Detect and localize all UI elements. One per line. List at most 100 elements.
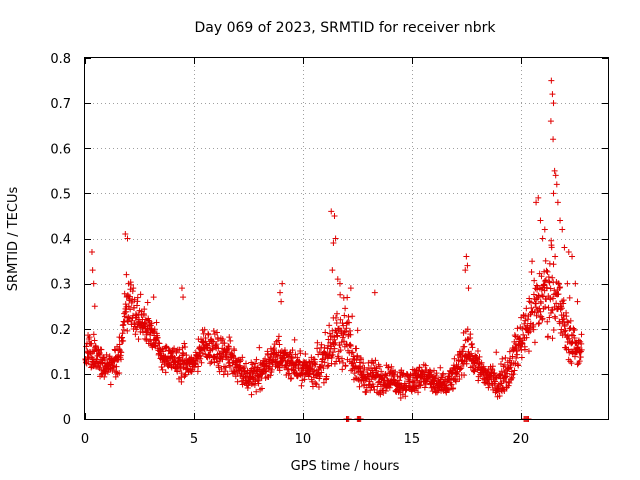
data-point bbox=[417, 382, 424, 389]
data-point bbox=[550, 190, 557, 197]
y-tick-label: 0.1 bbox=[50, 368, 71, 383]
data-point bbox=[493, 349, 500, 356]
data-point bbox=[144, 299, 151, 306]
data-point bbox=[234, 378, 241, 385]
data-point bbox=[353, 357, 360, 364]
data-point bbox=[538, 273, 545, 280]
data-point bbox=[552, 315, 559, 322]
data-point bbox=[324, 363, 331, 370]
data-point bbox=[297, 350, 304, 357]
data-point bbox=[179, 349, 186, 356]
data-point bbox=[531, 339, 538, 346]
data-point bbox=[277, 289, 284, 296]
data-point bbox=[279, 280, 286, 287]
data-point bbox=[159, 366, 166, 373]
data-point bbox=[116, 370, 123, 377]
data-point bbox=[571, 335, 578, 342]
data-point bbox=[522, 317, 529, 324]
data-point bbox=[176, 346, 183, 353]
data-point bbox=[463, 253, 470, 260]
data-point bbox=[550, 136, 557, 143]
data-point bbox=[535, 194, 542, 201]
data-point bbox=[330, 349, 337, 356]
data-point bbox=[475, 377, 482, 384]
data-point bbox=[513, 354, 520, 361]
y-tick-label: 0.7 bbox=[50, 97, 71, 112]
data-point bbox=[337, 316, 344, 323]
data-point bbox=[125, 280, 132, 287]
data-point bbox=[468, 340, 475, 347]
data-point bbox=[275, 333, 282, 340]
data-point bbox=[341, 312, 348, 319]
data-point bbox=[153, 319, 160, 326]
data-point bbox=[345, 313, 352, 320]
data-point bbox=[509, 353, 516, 360]
data-point bbox=[329, 267, 336, 274]
data-point bbox=[344, 294, 351, 301]
y-axis-label: SRMTID / TECUs bbox=[6, 187, 21, 292]
data-point bbox=[320, 365, 327, 372]
data-point bbox=[317, 373, 324, 380]
data-point bbox=[226, 334, 233, 341]
data-point bbox=[549, 335, 556, 342]
y-tick-labels: 0 0.1 0.2 0.3 0.4 0.5 0.6 0.7 0.8 bbox=[50, 52, 71, 428]
x-tick-label: 5 bbox=[190, 432, 198, 447]
data-point bbox=[520, 331, 527, 338]
data-point bbox=[543, 267, 550, 274]
data-point bbox=[258, 385, 265, 392]
data-point bbox=[231, 347, 238, 354]
data-point bbox=[330, 240, 337, 247]
data-point bbox=[253, 388, 260, 395]
data-point bbox=[214, 358, 221, 365]
data-point bbox=[309, 378, 316, 385]
data-point bbox=[145, 317, 152, 324]
y-tick-label: 0.8 bbox=[50, 52, 71, 67]
data-point bbox=[256, 344, 263, 351]
data-point bbox=[556, 284, 563, 291]
data-point bbox=[544, 318, 551, 325]
data-point bbox=[547, 285, 554, 292]
data-point bbox=[182, 343, 189, 350]
data-point bbox=[113, 363, 120, 370]
data-point bbox=[352, 375, 359, 382]
data-point bbox=[147, 330, 154, 337]
data-point bbox=[180, 294, 187, 301]
data-point bbox=[248, 391, 255, 398]
data-point bbox=[551, 313, 558, 320]
data-point bbox=[433, 370, 440, 377]
data-point bbox=[92, 343, 99, 350]
data-point bbox=[568, 331, 575, 338]
data-point bbox=[545, 304, 552, 311]
data-point bbox=[351, 370, 358, 377]
data-point bbox=[162, 369, 169, 376]
data-point bbox=[360, 360, 367, 367]
data-point bbox=[315, 383, 322, 390]
data-point bbox=[286, 370, 293, 377]
data-point bbox=[518, 341, 525, 348]
data-point bbox=[208, 358, 215, 365]
x-tick-labels: 0 5 10 15 20 bbox=[81, 432, 529, 447]
data-point bbox=[523, 334, 530, 341]
data-point bbox=[453, 370, 460, 377]
data-point bbox=[439, 371, 446, 378]
data-point bbox=[335, 355, 342, 362]
data-point bbox=[492, 378, 499, 385]
data-point bbox=[457, 365, 464, 372]
data-point bbox=[542, 277, 549, 284]
data-point bbox=[503, 373, 510, 380]
data-point bbox=[501, 362, 508, 369]
data-point bbox=[569, 338, 576, 345]
data-point bbox=[421, 384, 428, 391]
data-point bbox=[291, 336, 298, 343]
data-point bbox=[203, 341, 210, 348]
data-point bbox=[124, 235, 131, 242]
y-tick-label: 0.6 bbox=[50, 142, 71, 157]
data-point bbox=[337, 291, 344, 298]
data-point bbox=[432, 375, 439, 382]
data-point bbox=[213, 329, 220, 336]
data-point bbox=[314, 339, 321, 346]
data-point bbox=[550, 100, 557, 107]
data-point bbox=[394, 373, 401, 380]
data-point bbox=[225, 343, 232, 350]
data-point bbox=[551, 167, 558, 174]
